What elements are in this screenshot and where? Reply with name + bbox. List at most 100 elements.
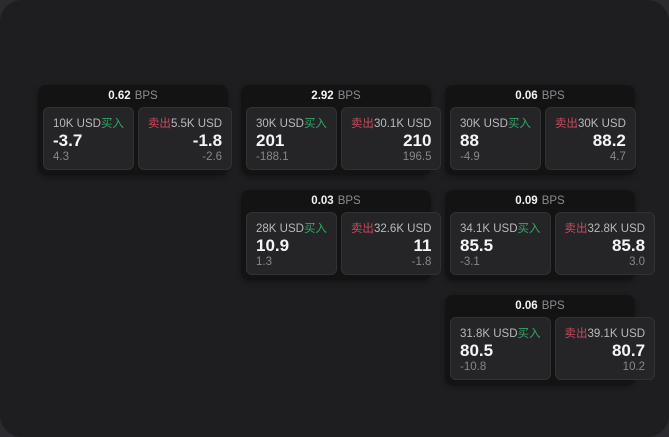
buy-side-label: 买入 [303, 223, 327, 235]
sell-side-label: 卖出 [564, 328, 588, 340]
buy-side-label: 买入 [517, 328, 541, 340]
bps-value: 0.09 [515, 195, 538, 207]
bps-value: 0.03 [311, 195, 334, 207]
buy-delta: -188.1 [256, 151, 289, 163]
sell-cell-top: 卖出 32.6K USD [351, 220, 432, 236]
buy-amount: 31.8K USD [460, 328, 518, 340]
bps-value: 0.06 [515, 300, 538, 312]
buy-price: 10.9 [256, 236, 290, 255]
buy-cell[interactable]: 34.1K USD 买入 85.5 -3.1 [450, 212, 551, 275]
buy-price: 201 [256, 131, 285, 150]
buy-amount: 28K USD [256, 223, 304, 235]
buy-side-label: 买入 [303, 118, 327, 130]
sell-side-label: 卖出 [350, 118, 374, 130]
sell-amount: 5.5K USD [170, 118, 223, 130]
buy-cell[interactable]: 28K USD 买入 10.9 1.3 [246, 212, 337, 275]
sell-cell[interactable]: 卖出 32.6K USD 11 -1.8 [340, 212, 442, 275]
bps-unit-label: BPS [541, 300, 565, 312]
sell-delta: -2.6 [202, 151, 223, 163]
buy-cell[interactable]: 30K USD 买入 201 -188.1 [246, 107, 337, 170]
sell-price: 210 [403, 131, 432, 150]
buy-cell[interactable]: 10K USD 买入 -3.7 4.3 [43, 107, 134, 170]
sell-amount: 30K USD [577, 118, 626, 130]
buy-cell-top: 30K USD 买入 [256, 115, 327, 131]
card-header: 2.92 BPS [241, 85, 431, 106]
buy-delta: -10.8 [460, 361, 487, 373]
buy-amount: 30K USD [256, 118, 304, 130]
bps-unit-label: BPS [337, 195, 361, 207]
bps-value: 0.06 [515, 90, 538, 102]
sell-cell[interactable]: 卖出 30K USD 88.2 4.7 [544, 107, 636, 170]
bps-value: 0.62 [108, 90, 131, 102]
sell-cell[interactable]: 卖出 32.8K USD 85.8 3.0 [554, 212, 656, 275]
buy-side-label: 买入 [517, 223, 541, 235]
buy-amount: 30K USD [460, 118, 508, 130]
card-body: 28K USD 买入 10.9 1.3 卖出 32.6K USD 11 -1.8 [241, 211, 442, 280]
buy-amount: 10K USD [53, 118, 101, 130]
buy-side-label: 买入 [507, 118, 531, 130]
quote-card: 0.06 BPS 30K USD 买入 88 -4.9 卖出 30K USD 88… [445, 85, 636, 175]
quote-card: 0.09 BPS 34.1K USD 买入 85.5 -3.1 卖出 32.8K … [445, 190, 656, 280]
buy-price: -3.7 [53, 131, 83, 150]
card-header: 0.06 BPS [445, 85, 635, 106]
sell-amount: 30.1K USD [373, 118, 432, 130]
sell-amount: 32.8K USD [587, 223, 646, 235]
buy-delta: -4.9 [460, 151, 480, 163]
buy-cell-top: 30K USD 买入 [460, 115, 531, 131]
sell-price: -1.8 [192, 131, 223, 150]
sell-side-label: 卖出 [350, 223, 374, 235]
card-body: 30K USD 买入 88 -4.9 卖出 30K USD 88.2 4.7 [445, 106, 636, 175]
sell-delta: 3.0 [629, 256, 646, 268]
buy-price: 85.5 [460, 236, 494, 255]
sell-cell-top: 卖出 30K USD [555, 115, 626, 131]
buy-cell[interactable]: 31.8K USD 买入 80.5 -10.8 [450, 317, 551, 380]
sell-cell-top: 卖出 5.5K USD [148, 115, 222, 131]
sell-side-label: 卖出 [147, 118, 171, 130]
buy-amount: 34.1K USD [460, 223, 518, 235]
buy-price: 88 [460, 131, 479, 150]
sell-cell[interactable]: 卖出 39.1K USD 80.7 10.2 [554, 317, 656, 380]
buy-cell-top: 31.8K USD 买入 [460, 325, 541, 341]
sell-delta: 196.5 [402, 151, 432, 163]
card-body: 31.8K USD 买入 80.5 -10.8 卖出 39.1K USD 80.… [445, 316, 656, 385]
buy-delta: 1.3 [256, 256, 272, 268]
sell-side-label: 卖出 [564, 223, 588, 235]
card-header: 0.62 BPS [38, 85, 228, 106]
buy-cell[interactable]: 30K USD 买入 88 -4.9 [450, 107, 541, 170]
sell-amount: 39.1K USD [587, 328, 646, 340]
sell-delta: -1.8 [411, 256, 432, 268]
sell-delta: 10.2 [622, 361, 646, 373]
sell-cell-top: 卖出 30.1K USD [351, 115, 432, 131]
sell-price: 88.2 [592, 131, 626, 150]
card-body: 34.1K USD 买入 85.5 -3.1 卖出 32.8K USD 85.8… [445, 211, 656, 280]
buy-side-label: 买入 [100, 118, 124, 130]
card-header: 0.03 BPS [241, 190, 431, 211]
sell-price: 80.7 [611, 341, 646, 360]
bps-unit-label: BPS [541, 90, 565, 102]
card-header: 0.09 BPS [445, 190, 635, 211]
bps-unit-label: BPS [134, 90, 158, 102]
sell-cell-top: 卖出 32.8K USD [565, 220, 646, 236]
bps-value: 2.92 [311, 90, 334, 102]
buy-cell-top: 10K USD 买入 [53, 115, 124, 131]
sell-amount: 32.6K USD [373, 223, 432, 235]
sell-price: 85.8 [611, 236, 646, 255]
buy-cell-top: 34.1K USD 买入 [460, 220, 541, 236]
bps-unit-label: BPS [337, 90, 361, 102]
card-body: 30K USD 买入 201 -188.1 卖出 30.1K USD 210 1… [241, 106, 442, 175]
sell-delta: 4.7 [609, 151, 626, 163]
card-header: 0.06 BPS [445, 295, 635, 316]
buy-price: 80.5 [460, 341, 494, 360]
sell-side-label: 卖出 [554, 118, 578, 130]
bps-unit-label: BPS [541, 195, 565, 207]
quote-card: 0.03 BPS 28K USD 买入 10.9 1.3 卖出 32.6K USD… [241, 190, 442, 280]
buy-delta: 4.3 [53, 151, 69, 163]
sell-cell-top: 卖出 39.1K USD [565, 325, 646, 341]
sell-price: 11 [413, 236, 432, 255]
sell-cell[interactable]: 卖出 5.5K USD -1.8 -2.6 [137, 107, 233, 170]
quote-card: 0.06 BPS 31.8K USD 买入 80.5 -10.8 卖出 39.1K… [445, 295, 656, 385]
card-body: 10K USD 买入 -3.7 4.3 卖出 5.5K USD -1.8 -2.… [38, 106, 233, 175]
sell-cell[interactable]: 卖出 30.1K USD 210 196.5 [340, 107, 442, 170]
